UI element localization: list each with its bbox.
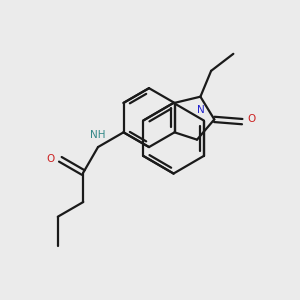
Text: NH: NH [90, 130, 106, 140]
Text: O: O [248, 114, 256, 124]
Text: O: O [47, 154, 55, 164]
Text: N: N [196, 105, 204, 115]
